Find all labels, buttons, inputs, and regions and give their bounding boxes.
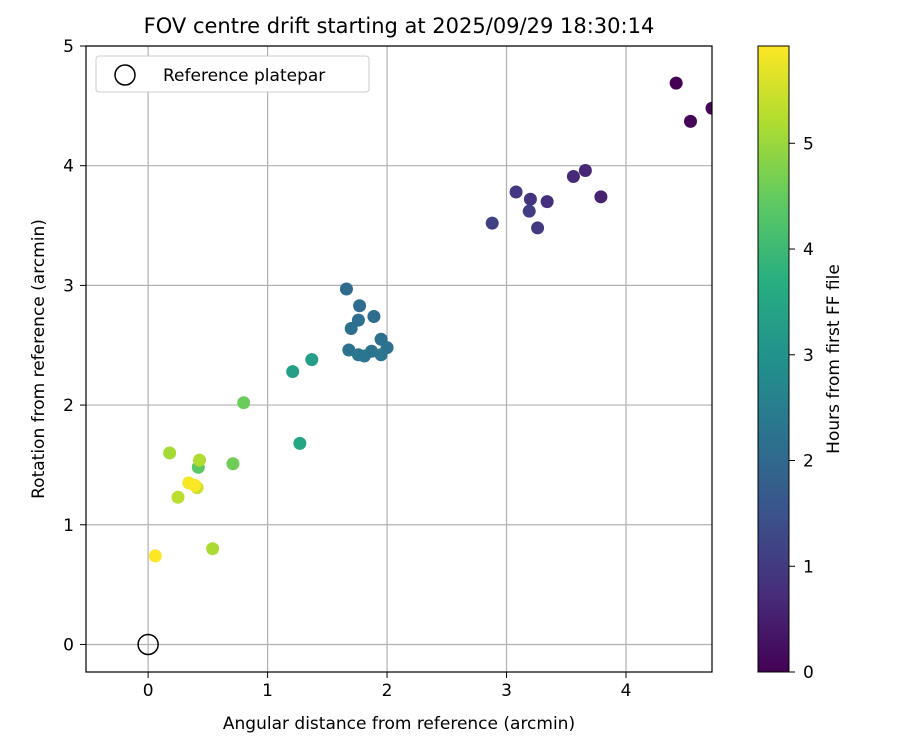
data-point (353, 299, 367, 313)
x-axis-label: Angular distance from reference (arcmin) (223, 714, 575, 734)
y-axis-label: Rotation from reference (arcmin) (29, 219, 49, 499)
data-point (594, 190, 608, 204)
colorbar-tick-label: 1 (803, 557, 814, 577)
data-point (578, 163, 592, 177)
y-tick-label: 5 (63, 37, 74, 57)
y-tick-label: 1 (63, 516, 74, 536)
data-point (522, 204, 536, 218)
data-point (357, 349, 371, 363)
data-point (171, 490, 185, 504)
legend-marker (114, 64, 136, 86)
legend: Reference platepar (95, 55, 370, 93)
x-tick-label: 3 (501, 681, 512, 701)
data-point (293, 436, 307, 450)
data-point (374, 348, 388, 362)
data-point (237, 396, 251, 410)
data-point (163, 446, 177, 460)
y-tick-label: 2 (63, 396, 74, 416)
data-point (344, 321, 358, 335)
x-tick-label: 4 (621, 681, 632, 701)
axis-ticks: 0 1 2 3 4 0 1 2 3 4 5 (63, 37, 631, 701)
colorbar-tick-label: 4 (803, 240, 814, 260)
data-point (531, 221, 545, 235)
colorbar-ticks: 0 1 2 3 4 5 (789, 134, 814, 683)
data-point (485, 216, 499, 230)
y-tick-label: 4 (63, 157, 74, 177)
data-point (523, 192, 537, 206)
data-point (540, 195, 554, 209)
data-point (188, 478, 202, 492)
data-point (669, 76, 683, 90)
data-point (705, 101, 712, 115)
colorbar (757, 45, 790, 673)
y-tick-label: 3 (63, 276, 74, 296)
data-point (206, 542, 220, 556)
data-points (148, 76, 712, 563)
legend-label: Reference platepar (163, 66, 325, 86)
data-point (226, 457, 240, 471)
data-point (509, 185, 523, 199)
colorbar-tick-label: 3 (803, 346, 814, 366)
plot-frame (85, 45, 713, 673)
data-point (367, 310, 381, 324)
data-point (683, 114, 697, 128)
legend-box (95, 55, 370, 93)
reference-point-marker (137, 633, 159, 656)
data-point (286, 365, 300, 379)
y-tick-label: 0 (63, 635, 74, 655)
data-point (192, 453, 206, 467)
x-tick-label: 2 (382, 681, 393, 701)
colorbar-tick-label: 2 (803, 452, 814, 472)
x-tick-label: 0 (143, 681, 154, 701)
data-point (339, 282, 353, 296)
x-tick-label: 1 (262, 681, 273, 701)
colorbar-label: Hours from first FF file (824, 264, 844, 454)
data-point (305, 353, 319, 367)
colorbar-tick-label: 5 (803, 134, 814, 154)
plot-area (86, 46, 712, 672)
chart-title: FOV centre drift starting at 2025/09/29 … (144, 14, 655, 38)
data-point (148, 549, 162, 563)
data-point (566, 169, 580, 183)
colorbar-tick-label: 0 (803, 663, 814, 683)
